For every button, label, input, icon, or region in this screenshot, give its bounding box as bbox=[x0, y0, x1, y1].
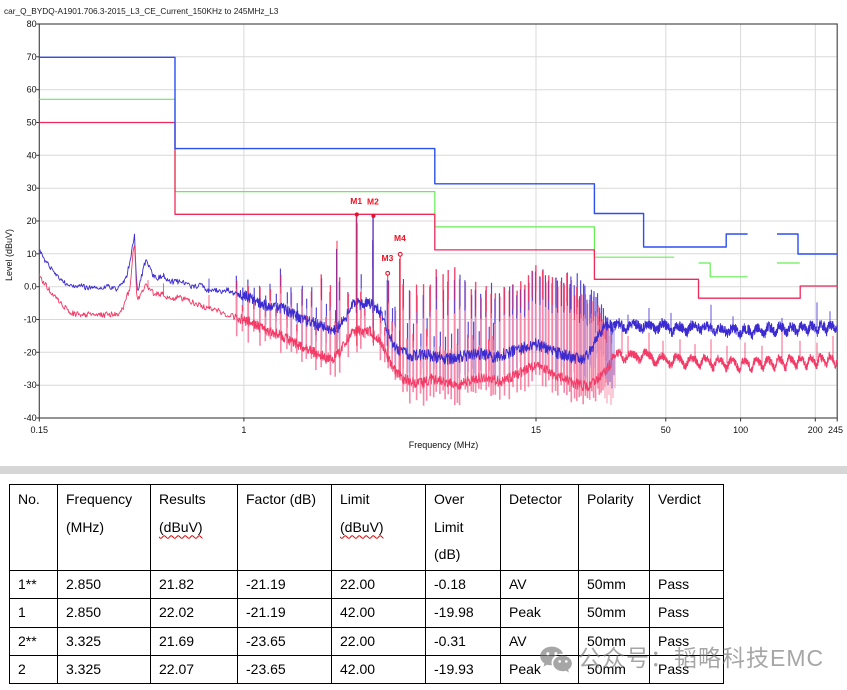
svg-text:30: 30 bbox=[27, 183, 37, 193]
svg-text:50: 50 bbox=[661, 425, 671, 435]
svg-text:0.15: 0.15 bbox=[31, 425, 49, 435]
svg-text:200: 200 bbox=[808, 425, 823, 435]
svg-text:M1: M1 bbox=[350, 196, 362, 206]
svg-text:40: 40 bbox=[27, 150, 37, 160]
svg-text:80: 80 bbox=[27, 19, 37, 29]
svg-text:-20: -20 bbox=[24, 347, 37, 357]
svg-text:1: 1 bbox=[241, 425, 246, 435]
svg-text:50: 50 bbox=[27, 118, 37, 128]
svg-text:-30: -30 bbox=[24, 380, 37, 390]
svg-text:M2: M2 bbox=[367, 196, 379, 206]
svg-text:-10: -10 bbox=[24, 315, 37, 325]
svg-text:10: 10 bbox=[27, 249, 37, 259]
svg-text:-40: -40 bbox=[24, 413, 37, 423]
svg-text:70: 70 bbox=[27, 52, 37, 62]
svg-text:Frequency (MHz): Frequency (MHz) bbox=[409, 440, 479, 450]
svg-text:15: 15 bbox=[531, 425, 541, 435]
svg-text:Level (dBuV): Level (dBuV) bbox=[4, 229, 14, 281]
svg-text:245: 245 bbox=[828, 425, 843, 435]
svg-text:20: 20 bbox=[27, 216, 37, 226]
svg-text:car_Q_BYDQ-A1901.706.3-2015_L3: car_Q_BYDQ-A1901.706.3-2015_L3_CE_Curren… bbox=[4, 6, 279, 16]
svg-text:100: 100 bbox=[733, 425, 748, 435]
svg-text:M4: M4 bbox=[394, 233, 406, 243]
svg-text:60: 60 bbox=[27, 85, 37, 95]
svg-text:0.0: 0.0 bbox=[24, 282, 37, 292]
svg-text:M3: M3 bbox=[381, 253, 393, 263]
